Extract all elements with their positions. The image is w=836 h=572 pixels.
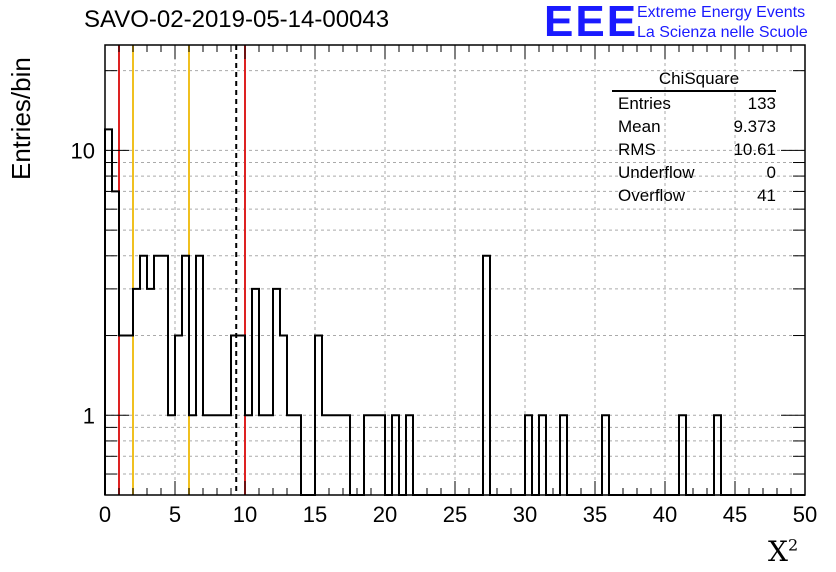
x-tick-label: 15	[303, 502, 327, 527]
stats-row: Entries 133	[612, 92, 776, 115]
stats-value: 0	[766, 163, 776, 182]
x-tick-label: 40	[653, 502, 677, 527]
x-tick-label: 0	[99, 502, 111, 527]
x-axis-label-text: X	[768, 535, 788, 568]
x-tick-label: 35	[583, 502, 607, 527]
stats-title: ChiSquare	[612, 68, 776, 92]
stats-value: 10.61	[733, 140, 776, 159]
stats-value: 9.373	[733, 117, 776, 136]
x-tick-label: 45	[723, 502, 747, 527]
logo-line-2: La Scienza nelle Scuole	[637, 24, 808, 41]
eee-logo: EEE	[544, 0, 639, 46]
y-tick-label: 1	[83, 403, 95, 428]
stats-row: RMS 10.61	[612, 138, 776, 161]
logo-line-1: Extreme Energy Events	[637, 4, 806, 21]
axis-ticks: 0 5 10 15 20 25 30 35 40 45 50 1 10	[71, 45, 817, 527]
stats-value: 41	[757, 186, 776, 205]
x-tick-label: 30	[513, 502, 537, 527]
stats-box: ChiSquare Entries 133 Mean 9.373 RMS 10.61 …	[612, 68, 776, 207]
stats-row: Mean 9.373	[612, 115, 776, 138]
y-tick-label: 10	[71, 138, 95, 163]
x-tick-label: 20	[373, 502, 397, 527]
stats-label: Mean	[618, 117, 661, 136]
x-tick-label: 50	[793, 502, 817, 527]
x-tick-label: 5	[169, 502, 181, 527]
stats-row: Overflow 41	[612, 184, 776, 207]
x-tick-label: 10	[233, 502, 257, 527]
grid-lines	[105, 45, 805, 495]
stats-label: RMS	[618, 140, 656, 159]
x-axis-label-sup: 2	[787, 535, 799, 555]
stats-value: 133	[747, 94, 776, 113]
stats-label: Entries	[618, 94, 671, 113]
chart-title: SAVO-02-2019-05-14-00043	[84, 6, 390, 33]
stats-label: Underflow	[618, 163, 695, 182]
y-axis-label: Entries/bin	[6, 57, 36, 180]
stats-row: Underflow 0	[612, 161, 776, 184]
x-tick-label: 25	[443, 502, 467, 527]
stats-label: Overflow	[618, 186, 686, 205]
x-axis-label: X2	[768, 535, 798, 568]
